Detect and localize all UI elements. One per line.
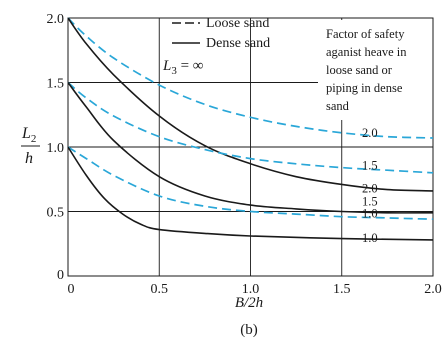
curve-label-dense-1-0: 1.0 bbox=[362, 231, 378, 245]
legend: Loose sand Dense sand bbox=[172, 16, 270, 51]
x-tick-label-0: 0 bbox=[68, 282, 75, 297]
series-curve-dense-1-5 bbox=[67, 82, 434, 214]
series-curve-dense-2-0 bbox=[67, 17, 434, 192]
x-tick-labels: 0 0.5 1.0 1.5 2.0 bbox=[68, 282, 442, 297]
figure-caption: (b) bbox=[240, 322, 258, 338]
note-background bbox=[322, 20, 432, 120]
l3-symbol: L bbox=[162, 58, 171, 74]
l3-subscript: 3 bbox=[171, 65, 177, 77]
series-curves bbox=[67, 17, 434, 241]
curve-label-loose-1-5: 1.5 bbox=[362, 159, 378, 173]
x-tick-label-3: 1.5 bbox=[333, 282, 351, 297]
x-tick-label-1: 0.5 bbox=[151, 282, 169, 297]
note-line-0: Factor of safety bbox=[326, 27, 405, 41]
x-tick-label-2: 1.0 bbox=[242, 282, 260, 297]
curve-label-dense-2-0: 2.0 bbox=[362, 181, 378, 195]
y-tick-label-2: 1.0 bbox=[47, 141, 65, 156]
y-axis-label: L2 h bbox=[21, 125, 40, 167]
series-curve-loose-1-0 bbox=[67, 146, 434, 221]
legend-label-loose-sand: Loose sand bbox=[206, 16, 269, 31]
l3-annotation: L3 = ∞ bbox=[162, 58, 204, 77]
curve-label-loose-1-0: 1.0 bbox=[362, 207, 378, 221]
note-line-4: sand bbox=[326, 99, 350, 113]
note-line-2: loose sand or bbox=[326, 63, 393, 77]
x-axis-label: B/2h bbox=[235, 295, 263, 311]
y-label-denominator: h bbox=[25, 150, 33, 167]
svg-text:L2: L2 bbox=[21, 125, 36, 145]
series-curve-loose-1-5 bbox=[67, 81, 434, 174]
series-curve-loose-2-0 bbox=[67, 17, 434, 139]
legend-label-dense-sand: Dense sand bbox=[206, 36, 270, 51]
y-tick-label-3: 1.5 bbox=[47, 77, 65, 92]
l3-value: = ∞ bbox=[177, 58, 204, 74]
y-tick-label-1: 0.5 bbox=[47, 206, 65, 221]
y-label-subscript: 2 bbox=[31, 133, 37, 145]
y-tick-labels: 0 0.5 1.0 1.5 2.0 bbox=[47, 12, 65, 283]
curve-labels: 2.02.01.51.51.01.0 bbox=[362, 126, 378, 245]
y-label-numerator: L bbox=[21, 125, 31, 142]
note-line-3: piping in dense bbox=[326, 81, 403, 95]
curve-label-loose-2-0: 2.0 bbox=[362, 126, 378, 140]
y-tick-label-0: 0 bbox=[57, 268, 64, 283]
y-tick-label-4: 2.0 bbox=[47, 12, 65, 27]
series-curve-dense-1-0 bbox=[67, 146, 434, 241]
safety-factor-note: Factor of safety aganist heave in loose sa… bbox=[322, 20, 432, 120]
x-tick-label-4: 2.0 bbox=[424, 282, 442, 297]
curve-label-dense-1-5: 1.5 bbox=[362, 195, 378, 209]
note-line-1: aganist heave in bbox=[326, 45, 407, 59]
